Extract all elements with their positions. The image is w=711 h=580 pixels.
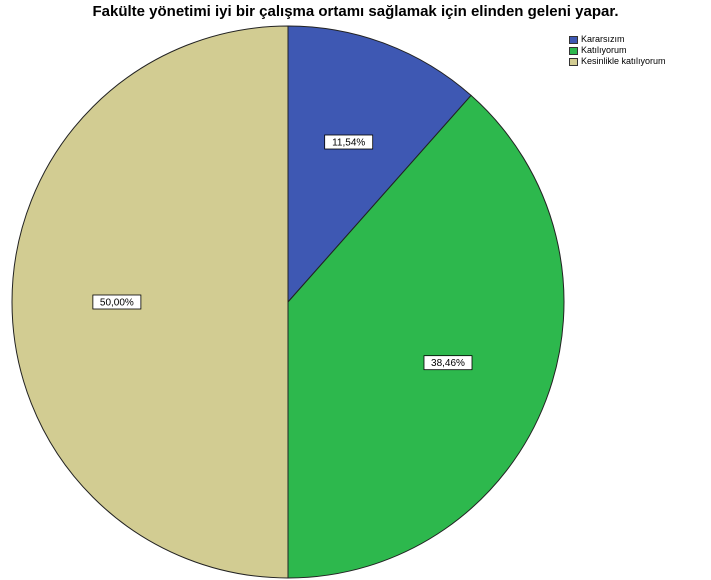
slice-data-label: 11,54% bbox=[324, 134, 374, 150]
pie-slice bbox=[287, 94, 565, 579]
legend-item: Kesinlikle katılıyorum bbox=[569, 56, 666, 67]
pie-slice bbox=[287, 25, 472, 304]
legend-swatch bbox=[569, 57, 578, 66]
legend-label: Kararsızım bbox=[581, 34, 625, 44]
legend-item: Kararsızım bbox=[569, 34, 666, 45]
legend-swatch bbox=[569, 35, 578, 44]
data-label-text: 11,54% bbox=[332, 138, 365, 149]
data-label-text: 50,00% bbox=[100, 298, 134, 309]
legend-item: Katılıyorum bbox=[569, 45, 666, 56]
legend-swatch bbox=[569, 46, 578, 55]
chart-legend: Kararsızım Katılıyorum Kesinlikle katılı… bbox=[569, 34, 666, 67]
data-label-text: 38,46% bbox=[431, 358, 465, 369]
chart-title: Fakülte yönetimi iyi bir çalışma ortamı … bbox=[92, 3, 619, 20]
slice-data-label: 38,46% bbox=[423, 355, 473, 371]
pie-slice bbox=[11, 25, 289, 579]
legend-label: Kesinlikle katılıyorum bbox=[581, 56, 666, 66]
data-label-box bbox=[423, 355, 473, 371]
slice-data-label: 50,00% bbox=[92, 294, 142, 310]
data-label-box bbox=[92, 294, 142, 310]
legend-label: Katılıyorum bbox=[581, 45, 627, 55]
data-label-box bbox=[324, 134, 374, 150]
